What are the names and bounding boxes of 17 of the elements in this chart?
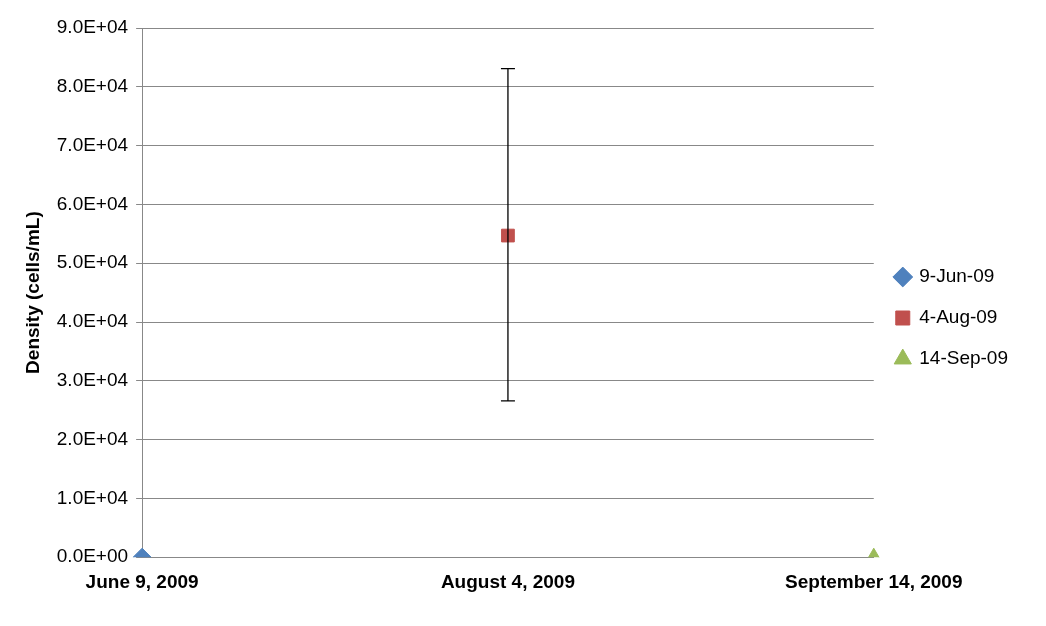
x-tick-label: September 14, 2009 (785, 570, 963, 592)
legend-label: 9-Jun-09 (919, 265, 995, 287)
y-tick-label: 1.0E+04 (56, 486, 129, 508)
y-axis-title: Density (cells/mL) (21, 211, 43, 374)
y-tick-label: 6.0E+04 (56, 192, 129, 214)
y-tick-label: 0.0E+00 (56, 545, 129, 567)
y-tick-label: 8.0E+04 (56, 75, 129, 97)
legend-label: 14-Sep-09 (919, 347, 1009, 369)
x-tick-label: August 4, 2009 (440, 570, 575, 592)
y-tick-label: 9.0E+04 (56, 16, 129, 38)
x-tick-label: June 9, 2009 (85, 570, 199, 592)
y-tick-label: 2.0E+04 (56, 427, 129, 449)
y-tick-label: 4.0E+04 (56, 310, 129, 332)
y-tick-label: 7.0E+04 (56, 133, 129, 155)
y-tick-label: 3.0E+04 (56, 369, 129, 391)
y-tick-label: 5.0E+04 (56, 251, 129, 273)
legend-label: 4-Aug-09 (919, 306, 998, 328)
